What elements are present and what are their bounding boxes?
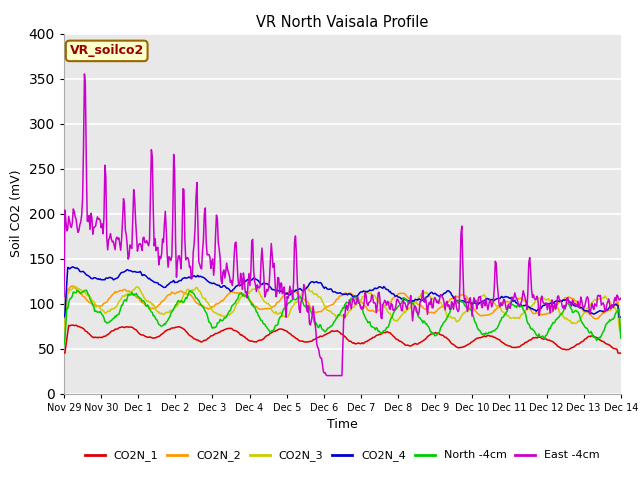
Title: VR North Vaisala Profile: VR North Vaisala Profile <box>256 15 429 30</box>
Legend: CO2N_1, CO2N_2, CO2N_3, CO2N_4, North -4cm, East -4cm: CO2N_1, CO2N_2, CO2N_3, CO2N_4, North -4… <box>81 446 604 466</box>
Text: VR_soilco2: VR_soilco2 <box>70 44 144 58</box>
X-axis label: Time: Time <box>327 418 358 431</box>
Y-axis label: Soil CO2 (mV): Soil CO2 (mV) <box>10 170 23 257</box>
